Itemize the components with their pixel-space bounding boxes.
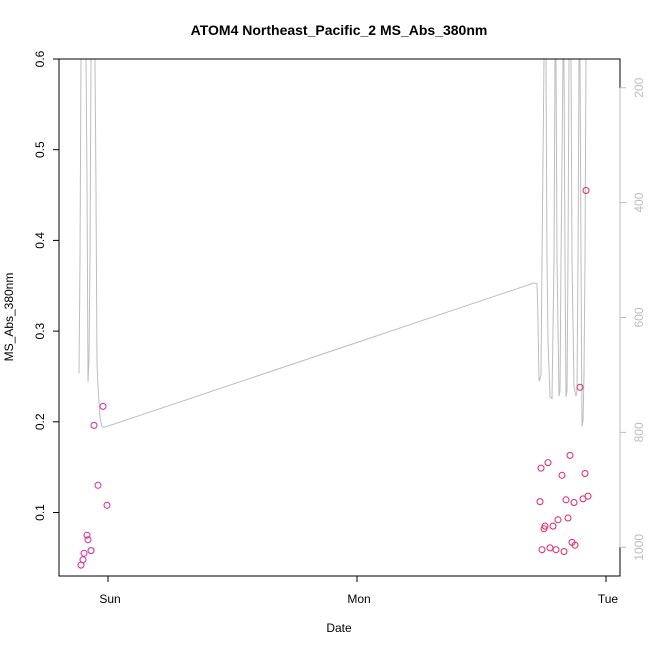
data-point — [103, 501, 111, 509]
x-axis-tick-label: Mon — [347, 592, 370, 606]
data-point — [558, 471, 566, 479]
left-axis-tick-label: 0.6 — [33, 50, 47, 67]
x-axis-tick-label: Sun — [99, 592, 120, 606]
data-point — [79, 556, 87, 564]
right-axis-tick-label: 800 — [632, 422, 646, 442]
left-axis-tick-label: 0.3 — [33, 322, 47, 339]
data-point — [99, 402, 107, 410]
data-point — [538, 546, 546, 554]
data-point — [570, 499, 578, 506]
x-axis: Sun Mon Tue — [99, 575, 619, 606]
y-axis-label: MS_Abs_380nm — [2, 273, 16, 362]
data-point — [552, 546, 560, 554]
right-axis-tick-label: 200 — [632, 77, 646, 97]
depth-series-line — [78, 59, 589, 428]
x-axis-tick-label: Tue — [598, 592, 619, 606]
data-point — [87, 547, 95, 555]
data-point — [564, 514, 572, 522]
data-point — [554, 516, 562, 524]
right-y-axis: 200 400 600 800 1000 — [619, 77, 646, 561]
right-axis-tick-label: 1000 — [632, 534, 646, 561]
plot-area-clip-group — [77, 59, 592, 569]
right-axis-tick-label: 400 — [632, 192, 646, 212]
data-point — [571, 541, 579, 549]
data-point — [537, 464, 545, 472]
data-point — [566, 451, 574, 459]
left-axis-tick-label: 0.5 — [33, 141, 47, 158]
data-point — [549, 522, 557, 530]
data-point — [546, 544, 554, 552]
x-axis-label: Date — [326, 621, 352, 635]
data-point — [584, 492, 592, 500]
left-y-axis: 0.1 0.2 0.3 0.4 0.5 0.6 — [33, 50, 60, 521]
left-axis-tick-label: 0.1 — [33, 504, 47, 521]
data-point — [80, 549, 88, 557]
data-point — [560, 548, 568, 555]
depth-line-layer — [78, 59, 589, 428]
data-point — [544, 459, 552, 467]
data-points-layer — [77, 187, 592, 569]
left-axis-tick-label: 0.2 — [33, 413, 47, 430]
plot-frame — [58, 58, 621, 577]
data-point — [582, 187, 590, 194]
data-point — [83, 531, 91, 539]
data-point — [562, 496, 570, 504]
right-axis-tick-label: 600 — [632, 307, 646, 327]
data-point — [536, 498, 544, 506]
data-point — [576, 383, 584, 391]
data-point — [94, 481, 102, 489]
data-point — [90, 421, 98, 429]
chart-title: ATOM4 Northeast_Pacific_2 MS_Abs_380nm — [191, 22, 488, 38]
data-point — [84, 536, 92, 544]
left-axis-tick-label: 0.4 — [33, 232, 47, 249]
data-point — [581, 470, 589, 477]
data-point — [541, 522, 549, 530]
